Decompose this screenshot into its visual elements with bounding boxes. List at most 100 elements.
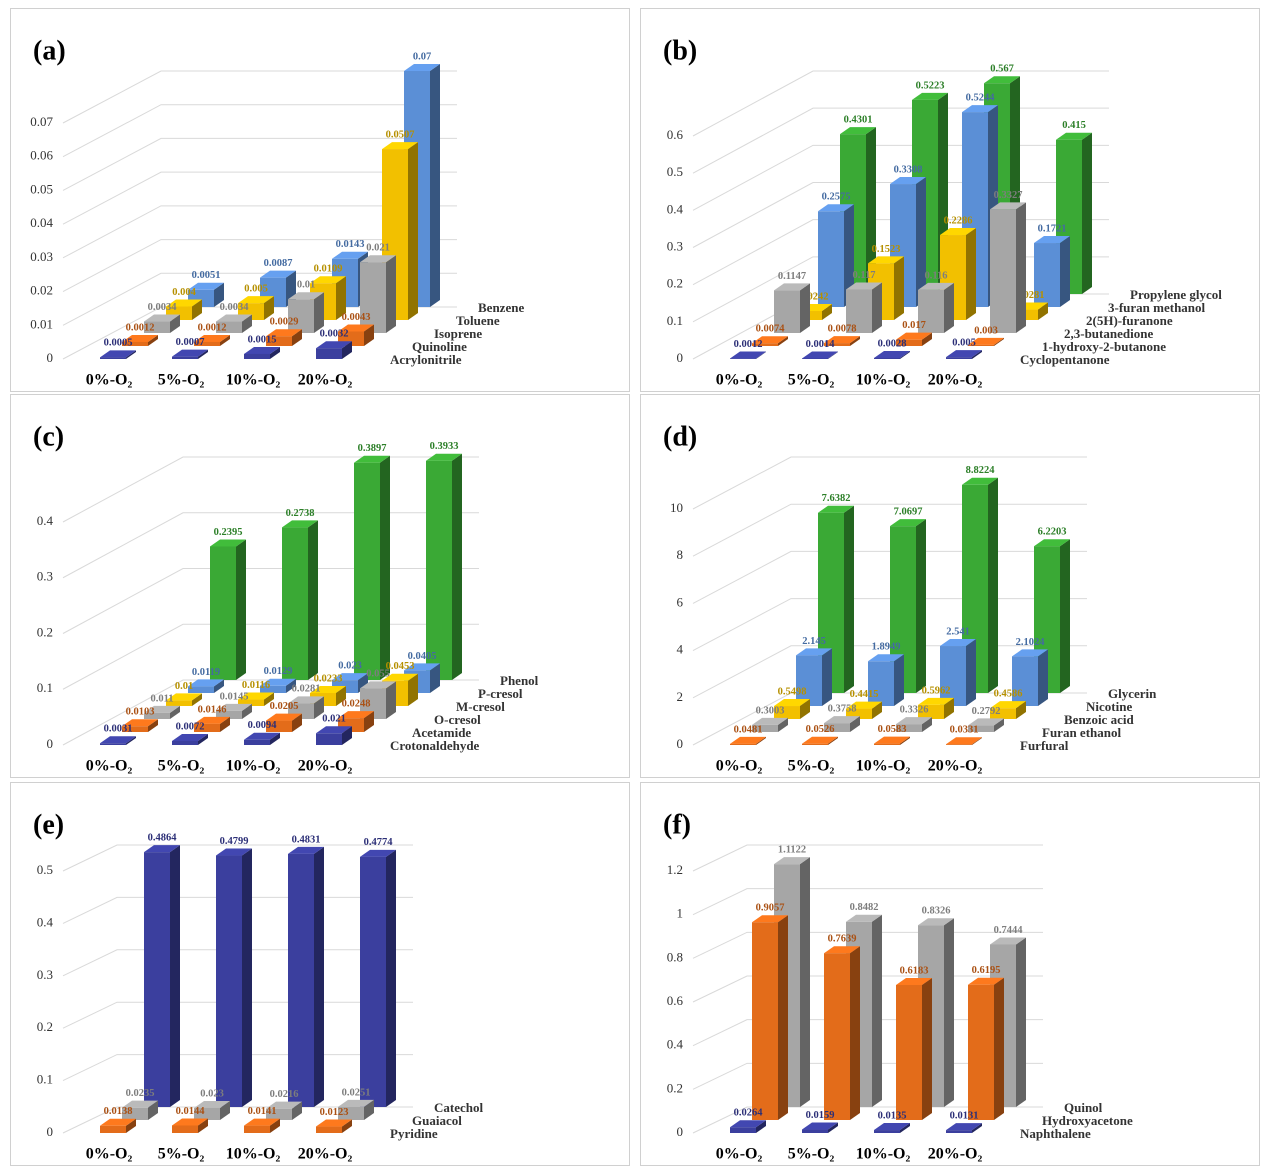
bar-side xyxy=(270,1118,280,1133)
bar-top xyxy=(918,918,954,926)
bar-front xyxy=(282,527,308,680)
bar xyxy=(316,726,352,745)
bar-top xyxy=(360,255,396,263)
bar xyxy=(266,713,302,732)
bar-side xyxy=(944,918,954,1107)
bar-top xyxy=(846,914,882,922)
bar-top xyxy=(122,719,158,727)
bar xyxy=(752,336,788,346)
bar-top xyxy=(890,519,926,527)
x-tick-label: 10%-O₂ xyxy=(856,758,911,775)
bar-side xyxy=(198,733,208,745)
value-label: 8.8224 xyxy=(966,465,996,476)
y-tick-label: 0.3 xyxy=(37,967,53,982)
bar-front xyxy=(172,356,198,359)
bar-front xyxy=(1012,656,1038,706)
y-tick-label: 0 xyxy=(47,1124,54,1139)
bar-side xyxy=(900,350,910,359)
x-tick-label: 0%-O₂ xyxy=(86,758,133,775)
bar-top xyxy=(1056,132,1092,140)
bar xyxy=(846,701,882,719)
value-label: 0.5244 xyxy=(966,93,996,104)
bar-top xyxy=(194,334,230,342)
bar-front xyxy=(338,1106,364,1120)
y-tick-label: 0.1 xyxy=(37,1072,53,1087)
chart: (a) 0 0.01 0.02 0.03 0.04 0.05 0.06 0.07 0%-O₂ 5%-… xyxy=(30,35,524,388)
value-label: 0.0072 xyxy=(176,721,205,732)
bar-top xyxy=(244,346,280,354)
bar-top xyxy=(266,1101,302,1109)
bar xyxy=(940,228,976,320)
bar-top xyxy=(752,717,788,725)
bar-front xyxy=(990,209,1016,333)
value-label: 7.6382 xyxy=(822,493,851,504)
value-label: 0.7639 xyxy=(828,934,857,945)
bar-side xyxy=(994,718,1004,732)
bar-top xyxy=(360,681,396,689)
bar xyxy=(172,349,208,359)
x-tick-label: 5%-O₂ xyxy=(788,372,835,389)
bar-top xyxy=(774,857,810,865)
bar-side xyxy=(894,654,904,706)
y-tick-label: 0 xyxy=(677,736,684,751)
bar xyxy=(316,341,352,359)
bar xyxy=(774,699,810,719)
bar-side xyxy=(336,276,346,320)
chart: (f) 0 0.2 0.4 0.6 0.8 1 1.2 0%-O₂ 5%-O₂ 10%-O₂ 20%-… xyxy=(663,809,1133,1162)
value-label: 0.0143 xyxy=(336,239,365,250)
bar-side xyxy=(170,845,180,1107)
bar-side xyxy=(214,679,224,693)
grid-line xyxy=(692,844,1043,872)
bar xyxy=(918,282,954,333)
bar-front xyxy=(266,720,292,732)
bar-front xyxy=(266,1108,292,1120)
bar-side xyxy=(972,737,982,745)
bar-front xyxy=(172,740,198,745)
bar-top xyxy=(968,337,1004,345)
value-label: 0.0251 xyxy=(342,1087,371,1098)
bar-top xyxy=(172,733,208,741)
bar-top xyxy=(288,292,324,300)
value-label: 0.0034 xyxy=(148,302,178,313)
bar-front xyxy=(802,358,828,359)
bar-front xyxy=(188,686,214,693)
x-tick-label: 10%-O₂ xyxy=(856,372,911,389)
panel-title: (d) xyxy=(663,421,697,452)
bar-front xyxy=(144,712,170,719)
value-label: 0.0129 xyxy=(264,666,293,677)
x-tick-label: 20%-O₂ xyxy=(298,758,353,775)
bar-front xyxy=(774,290,800,333)
bar-side xyxy=(994,337,1004,346)
bar xyxy=(730,1120,766,1133)
bar-side xyxy=(944,282,954,333)
bar-top xyxy=(216,848,252,856)
value-label: 0.8482 xyxy=(850,902,879,913)
value-label: 0.5498 xyxy=(778,686,807,697)
bar xyxy=(890,177,926,307)
bar-top xyxy=(962,477,998,485)
value-label: 0.005 xyxy=(952,338,976,349)
bar xyxy=(266,1101,302,1120)
bar-front xyxy=(896,985,922,1120)
bar-top xyxy=(238,296,274,304)
bar-top xyxy=(332,251,368,259)
bar-top xyxy=(382,673,418,681)
bar-top xyxy=(940,228,976,236)
bar-front xyxy=(802,1129,828,1133)
bar xyxy=(990,701,1026,719)
panel-title: (f) xyxy=(663,809,691,840)
legend-label: Pyridine xyxy=(390,1126,438,1141)
bar xyxy=(1056,132,1092,294)
value-label: 0.004 xyxy=(172,287,196,298)
y-tick-label: 0.8 xyxy=(667,949,683,964)
value-label: 0.116 xyxy=(924,270,947,281)
y-tick-label: 0.6 xyxy=(667,993,684,1008)
panel-title: (a) xyxy=(33,35,66,66)
value-label: 6.2203 xyxy=(1038,527,1067,538)
bar-front xyxy=(194,341,220,346)
bar-side xyxy=(828,351,838,359)
bar-top xyxy=(238,692,274,700)
legend-label: Phenol xyxy=(500,673,539,688)
bar-top xyxy=(896,332,932,340)
bar xyxy=(874,350,910,359)
